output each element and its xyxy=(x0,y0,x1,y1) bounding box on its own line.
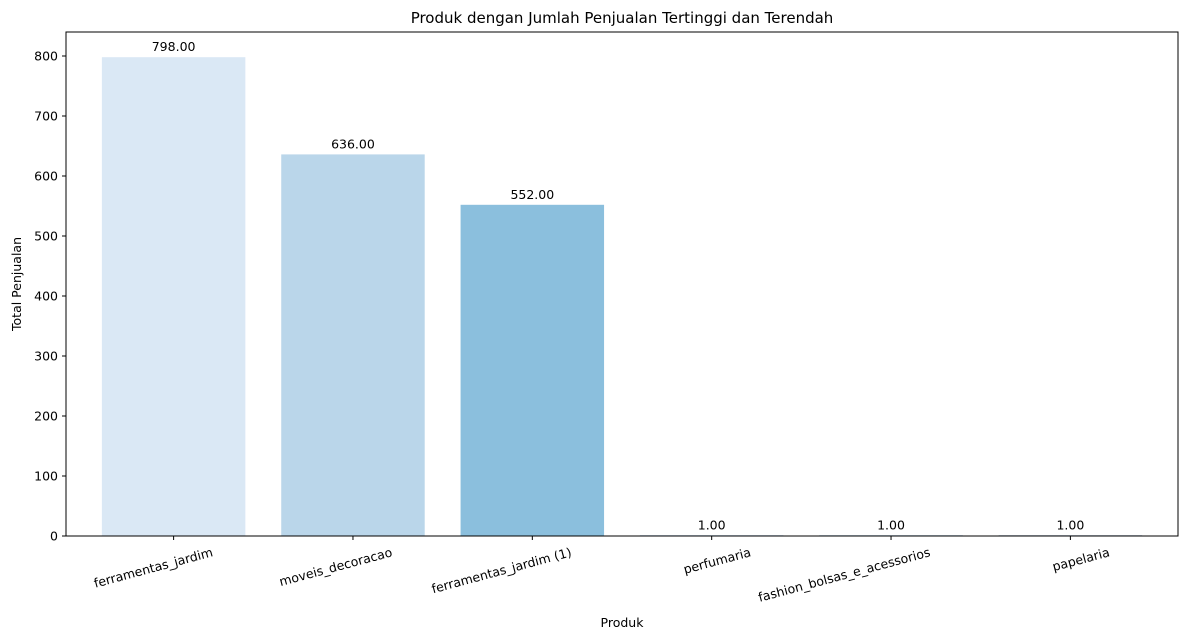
x-tick-label: fashion_bolsas_e_acessorios xyxy=(757,544,932,604)
y-tick-label: 500 xyxy=(34,229,58,244)
x-tick-label: ferramentas_jardim xyxy=(92,544,214,590)
x-axis-ticks: ferramentas_jardim moveis_decoracao ferram… xyxy=(92,536,1111,605)
bar-labels-group: 798.00 636.00 552.00 1.00 1.00 1.00 xyxy=(152,39,1085,532)
bar-value-label: 1.00 xyxy=(877,517,905,532)
chart-title: Produk dengan Jumlah Penjualan Tertinggi… xyxy=(411,9,834,27)
y-tick-label: 0 xyxy=(50,529,58,544)
y-tick-label: 800 xyxy=(34,49,58,64)
y-tick-label: 200 xyxy=(34,409,58,424)
plot-frame xyxy=(65,31,1179,537)
x-tick-label: ferramentas_jardim (1) xyxy=(430,544,573,596)
y-tick-label: 600 xyxy=(34,169,58,184)
bar-value-label: 798.00 xyxy=(152,39,196,54)
y-axis-ticks: 0 100 200 300 400 500 600 700 800 xyxy=(34,49,66,544)
x-tick-label: perfumaria xyxy=(682,544,753,576)
y-tick-label: 700 xyxy=(34,109,58,124)
bar-value-label: 552.00 xyxy=(510,187,554,202)
y-tick-label: 400 xyxy=(34,289,58,304)
bar-value-label: 636.00 xyxy=(331,136,375,151)
bars-group xyxy=(101,57,1143,537)
y-tick-label: 100 xyxy=(34,469,58,484)
y-tick-label: 300 xyxy=(34,349,58,364)
bar-moveis-decoracao xyxy=(281,154,425,536)
x-axis-label: Produk xyxy=(601,615,645,630)
bar-value-label: 1.00 xyxy=(1056,517,1084,532)
x-tick-label: papelaria xyxy=(1051,544,1112,574)
bar-value-label: 1.00 xyxy=(698,517,726,532)
y-axis-label: Total Penjualan xyxy=(9,237,24,332)
bar-ferramentas-jardim xyxy=(101,57,246,536)
bar-ferramentas-jardim-1 xyxy=(460,204,605,537)
x-tick-label: moveis_decoracao xyxy=(278,544,394,589)
